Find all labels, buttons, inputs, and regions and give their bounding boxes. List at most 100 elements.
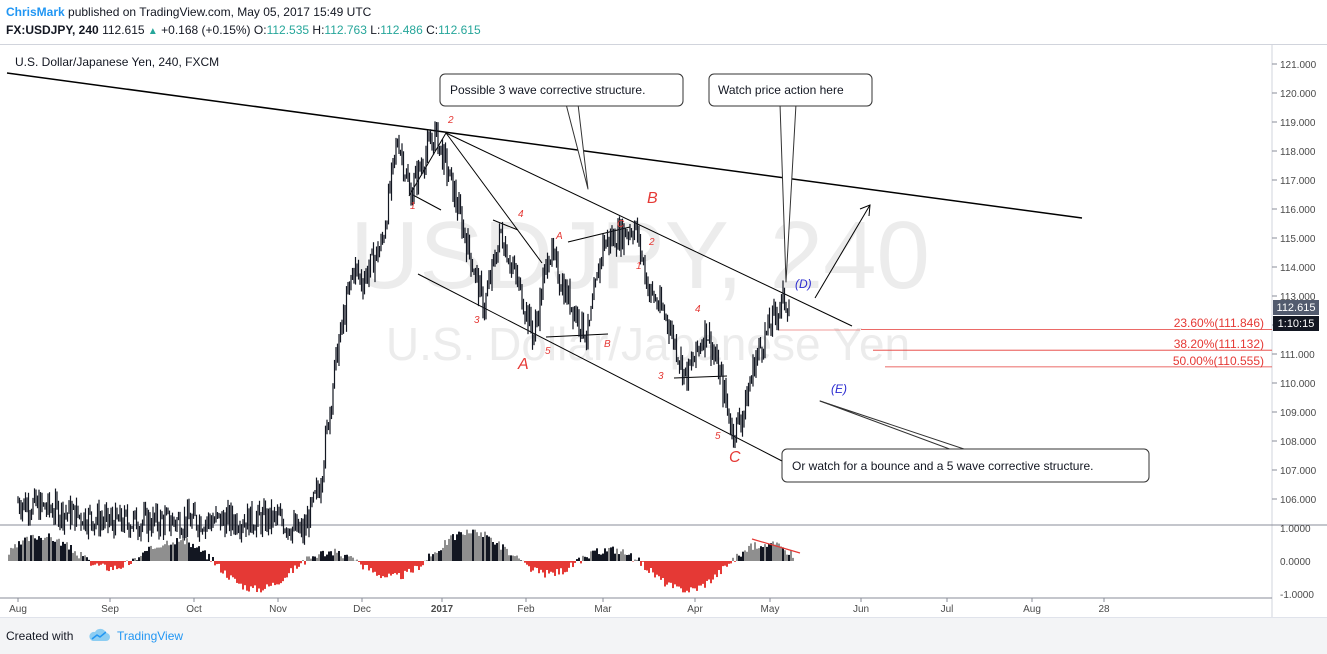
open-label: O:	[254, 23, 267, 37]
time-axis-label: Aug	[9, 604, 27, 615]
oscillator-bar	[252, 561, 254, 588]
oscillator-bar	[350, 556, 352, 561]
price-change: +0.168 (+0.15%)	[161, 23, 250, 37]
oscillator-bar	[108, 561, 110, 571]
watermark-name: U.S. Dollar/Japanese Yen	[386, 318, 910, 370]
oscillator-bar	[112, 561, 114, 570]
price-axis-label: 114.000	[1280, 263, 1316, 274]
oscillator-bar	[344, 555, 346, 561]
oscillator-bar	[338, 551, 340, 561]
oscillator-bar	[582, 556, 584, 561]
oscillator-bar	[178, 542, 180, 561]
oscillator-bar	[326, 555, 328, 561]
time-axis-label: Oct	[186, 604, 202, 615]
oscillator-bar	[760, 546, 762, 561]
oscillator-bar	[788, 555, 790, 561]
oscillator-bar	[332, 555, 334, 561]
oscillator-bar	[656, 561, 658, 575]
oscillator-bar	[378, 561, 380, 575]
oscillator-bar	[192, 544, 194, 561]
wave-label-major-b: B	[647, 190, 658, 207]
time-axis-label: Aug	[1023, 604, 1041, 615]
oscillator-bar	[614, 554, 616, 561]
oscillator-bar	[324, 556, 326, 561]
wave-label-c: C	[617, 219, 625, 230]
oscillator-bar	[104, 561, 106, 565]
oscillator-bar	[212, 557, 214, 561]
oscillator-bar	[412, 561, 414, 573]
oscillator-bar	[370, 561, 372, 568]
oscillator-bar	[110, 561, 112, 567]
tradingview-link[interactable]: TradingView	[117, 629, 183, 643]
oscillator-bar	[674, 561, 676, 584]
symbol-label: FX:USDJPY, 240	[6, 23, 99, 37]
oscillator-bar	[382, 561, 384, 576]
oscillator-bar	[234, 561, 236, 579]
oscillator-bar	[514, 556, 516, 561]
oscillator-bar	[242, 561, 244, 590]
oscillator-bar	[780, 546, 782, 561]
chart-area[interactable]: USDJPY, 240 U.S. Dollar/Japanese Yen U.S…	[0, 44, 1327, 617]
oscillator-bar	[528, 561, 530, 566]
oscillator-bar	[488, 537, 490, 561]
oscillator-bar	[450, 535, 452, 561]
oscillator-bar	[308, 556, 310, 561]
oscillator-bar	[388, 561, 390, 574]
oscillator-bar	[706, 561, 708, 581]
oscillator-bar	[48, 533, 50, 561]
oscillator-bar	[182, 538, 184, 561]
callout-possible-3-wave[interactable]: Possible 3 wave corrective structure.	[440, 74, 683, 189]
price-axis-label: 115.000	[1280, 234, 1316, 245]
oscillator-bar	[716, 561, 718, 577]
oscillator-bar	[264, 561, 266, 589]
oscillator-bar	[620, 551, 622, 561]
oscillator-bar	[24, 538, 26, 561]
author-name[interactable]: ChrisMark	[6, 5, 65, 19]
oscillator-bar	[30, 535, 32, 561]
wave-label-d: (D)	[795, 277, 812, 291]
oscillator-bar	[696, 561, 698, 591]
callout-pointer	[566, 104, 588, 189]
price-axis[interactable]: 121.000120.000119.000118.000117.000116.0…	[1272, 60, 1317, 506]
oscillator-bar	[700, 561, 702, 586]
callout-bounce[interactable]: Or watch for a bounce and a 5 wave corre…	[782, 401, 1149, 482]
oscillator-bar	[664, 561, 666, 586]
time-axis-label: Dec	[353, 604, 371, 615]
oscillator-bar	[162, 546, 164, 561]
wave-label-2: 2	[648, 237, 655, 248]
oscillator-bar	[622, 549, 624, 561]
oscillator-bar	[464, 535, 466, 561]
oscillator-pane[interactable]	[8, 530, 794, 593]
oscillator-bar	[768, 544, 770, 561]
oscillator-bar	[500, 550, 502, 561]
oscillator-bar	[46, 537, 48, 561]
oscillator-bar	[446, 545, 448, 561]
oscillator-bar	[102, 561, 104, 564]
oscillator-bar	[96, 561, 98, 563]
oscillator-bar	[40, 538, 42, 561]
oscillator-bar	[74, 551, 76, 561]
oscillator-bar	[688, 561, 690, 592]
oscillator-bar	[172, 542, 174, 561]
oscillator-bar	[120, 561, 122, 569]
oscillator-bar	[460, 532, 462, 561]
oscillator-bar	[364, 561, 366, 565]
wave-label-3: 3	[658, 371, 664, 382]
time-axis-label: Mar	[594, 604, 612, 615]
oscillator-bar	[532, 561, 534, 570]
oscillator-bar	[20, 545, 22, 561]
price-chart[interactable]: USDJPY, 240 U.S. Dollar/Japanese Yen U.S…	[0, 45, 1327, 617]
oscillator-bar	[92, 561, 94, 565]
oscillator-bar	[694, 561, 696, 588]
oscillator-bar	[660, 561, 662, 580]
oscillator-bar	[584, 557, 586, 561]
oscillator-bar	[596, 548, 598, 561]
oscillator-bar	[566, 561, 568, 572]
oscillator-bar	[442, 548, 444, 561]
high-label: H:	[312, 23, 324, 37]
oscillator-bar	[328, 551, 330, 561]
oscillator-bar	[672, 561, 674, 588]
oscillator-bar	[708, 561, 710, 579]
up-arrow-icon: ▲	[148, 26, 158, 37]
